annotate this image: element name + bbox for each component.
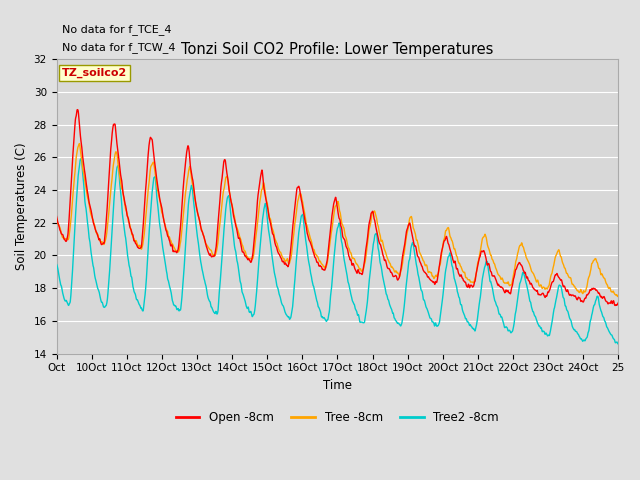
X-axis label: Time: Time bbox=[323, 379, 352, 392]
Tree -8cm bbox=[82, 182, 90, 188]
Tree -8cm bbox=[614, 292, 622, 298]
Tree -8cm bbox=[311, 251, 319, 257]
Line: Tree -8cm: Tree -8cm bbox=[56, 144, 618, 297]
Tree -8cm bbox=[614, 294, 621, 300]
Open -8cm bbox=[611, 302, 619, 308]
Open -8cm bbox=[74, 107, 81, 112]
Tree -8cm bbox=[598, 271, 606, 277]
Open -8cm bbox=[614, 300, 622, 305]
Legend: Open -8cm, Tree -8cm, Tree2 -8cm: Open -8cm, Tree -8cm, Tree2 -8cm bbox=[171, 407, 504, 429]
Text: No data for f_TCE_4: No data for f_TCE_4 bbox=[62, 24, 172, 35]
Tree2 -8cm bbox=[82, 203, 90, 209]
Tree -8cm bbox=[598, 272, 606, 277]
Tree2 -8cm bbox=[614, 341, 622, 347]
Tree2 -8cm bbox=[52, 261, 60, 267]
Open -8cm bbox=[598, 296, 606, 301]
Line: Open -8cm: Open -8cm bbox=[56, 109, 618, 305]
Open -8cm bbox=[311, 254, 319, 260]
Text: No data for f_TCW_4: No data for f_TCW_4 bbox=[62, 42, 175, 53]
Tree -8cm bbox=[326, 240, 334, 246]
Line: Tree2 -8cm: Tree2 -8cm bbox=[56, 159, 618, 344]
Title: Tonzi Soil CO2 Profile: Lower Temperatures: Tonzi Soil CO2 Profile: Lower Temperatur… bbox=[181, 42, 493, 57]
Tree -8cm bbox=[76, 141, 83, 146]
Tree2 -8cm bbox=[598, 311, 606, 317]
Y-axis label: Soil Temperatures (C): Soil Temperatures (C) bbox=[15, 143, 28, 270]
Open -8cm bbox=[52, 214, 60, 219]
Tree2 -8cm bbox=[598, 312, 606, 318]
Open -8cm bbox=[495, 283, 503, 288]
Tree2 -8cm bbox=[77, 156, 84, 162]
Tree2 -8cm bbox=[614, 341, 622, 347]
Tree2 -8cm bbox=[326, 300, 334, 306]
Tree2 -8cm bbox=[311, 290, 319, 296]
Tree2 -8cm bbox=[495, 311, 503, 317]
Open -8cm bbox=[598, 295, 606, 300]
Tree -8cm bbox=[52, 216, 60, 221]
Open -8cm bbox=[326, 231, 334, 237]
Text: TZ_soilco2: TZ_soilco2 bbox=[62, 68, 127, 78]
Tree -8cm bbox=[495, 273, 503, 278]
Open -8cm bbox=[82, 175, 90, 180]
